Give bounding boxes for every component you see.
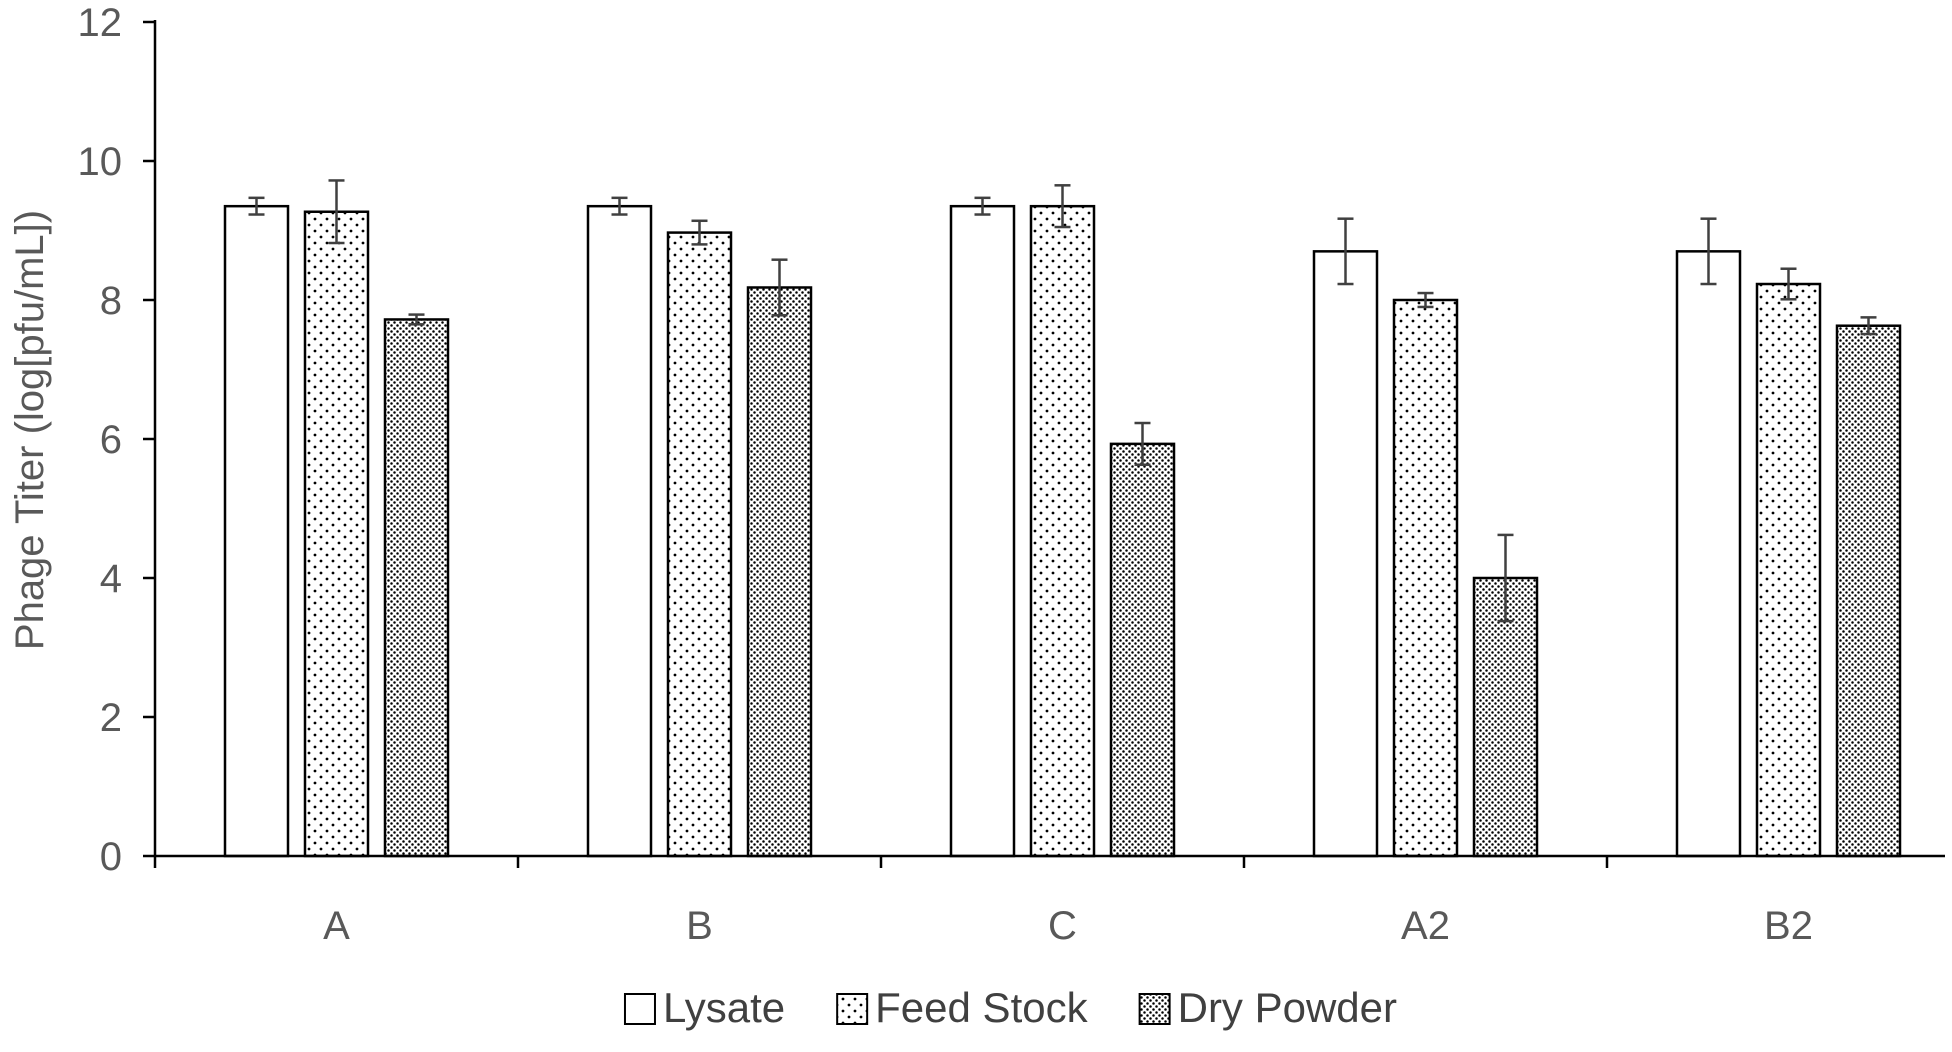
x-tick-label-b: B	[686, 904, 713, 948]
y-tick-label-4: 4	[100, 557, 122, 601]
error-bar-lysate-c	[974, 196, 991, 216]
y-tick-label-12: 12	[78, 1, 123, 45]
legend-label-dry-powder: Dry Powder	[1178, 984, 1397, 1031]
legend-swatch-dry-powder	[1138, 993, 1171, 1025]
error-bar-dry-powder-b2	[1860, 316, 1877, 336]
error-bar-feed-stock-a2	[1417, 291, 1434, 309]
bars-layer	[223, 204, 1902, 858]
y-tick-label-8: 8	[100, 279, 122, 323]
y-tick-label-0: 0	[100, 835, 122, 879]
bar-dry-powder-a2	[1472, 576, 1539, 858]
error-bar-lysate-a2	[1337, 217, 1354, 286]
error-bar-feed-stock-a	[328, 179, 345, 245]
bar-feed-stock-c	[1029, 204, 1096, 858]
bar-feed-stock-b2	[1755, 282, 1822, 858]
x-tick-label-b2: B2	[1764, 904, 1813, 948]
y-tick-label-2: 2	[100, 696, 122, 740]
error-bar-dry-powder-b	[771, 258, 788, 317]
bar-lysate-b2	[1675, 250, 1742, 858]
y-tick-label-10: 10	[78, 140, 123, 184]
legend-label-feed-stock: Feed Stock	[875, 984, 1088, 1031]
legend-item-dry-powder: Dry Powder	[1138, 984, 1397, 1031]
legend: Lysate Feed Stock Dry Powder	[623, 984, 1397, 1031]
y-tick-labels: 0 2 4 6 8 10 12	[78, 1, 123, 879]
error-bar-feed-stock-b2	[1780, 267, 1797, 301]
error-bar-dry-powder-a2	[1497, 533, 1514, 623]
axes-layer	[143, 20, 1945, 868]
error-bar-dry-powder-c	[1134, 421, 1151, 466]
legend-swatch-feed-stock	[836, 993, 869, 1025]
error-bar-dry-powder-a	[408, 313, 425, 326]
legend-label-lysate: Lysate	[663, 984, 785, 1031]
y-axis-title-group: Phage Titer (log[pfu/mL])	[8, 210, 52, 650]
bar-dry-powder-c	[1109, 442, 1176, 858]
error-bar-lysate-b2	[1700, 217, 1717, 286]
y-tick-label-6: 6	[100, 418, 122, 462]
legend-item-feed-stock: Feed Stock	[836, 984, 1089, 1031]
bar-lysate-a2	[1312, 250, 1379, 858]
bar-lysate-a	[223, 204, 290, 858]
bar-dry-powder-b2	[1835, 324, 1902, 858]
error-bar-feed-stock-c	[1054, 184, 1071, 229]
legend-swatch-lysate	[623, 993, 656, 1025]
bar-lysate-c	[949, 204, 1016, 858]
y-axis-title: Phage Titer (log[pfu/mL])	[8, 210, 52, 650]
error-bar-lysate-a	[248, 196, 265, 216]
x-tick-label-a: A	[323, 904, 350, 948]
bar-feed-stock-a2	[1392, 298, 1459, 858]
legend-item-lysate: Lysate	[623, 984, 785, 1031]
bar-lysate-b	[586, 204, 653, 858]
x-tick-label-c: C	[1048, 904, 1077, 948]
bar-feed-stock-a	[303, 210, 370, 858]
bar-feed-stock-b	[666, 231, 733, 858]
error-bar-feed-stock-b	[691, 219, 708, 246]
x-tick-labels: A B C A2 B2	[323, 904, 1813, 948]
bar-dry-powder-a	[383, 318, 450, 858]
error-bar-lysate-b	[611, 196, 628, 216]
error-bars-layer	[248, 179, 1877, 623]
bar-dry-powder-b	[746, 286, 813, 858]
x-tick-label-a2: A2	[1401, 904, 1450, 948]
